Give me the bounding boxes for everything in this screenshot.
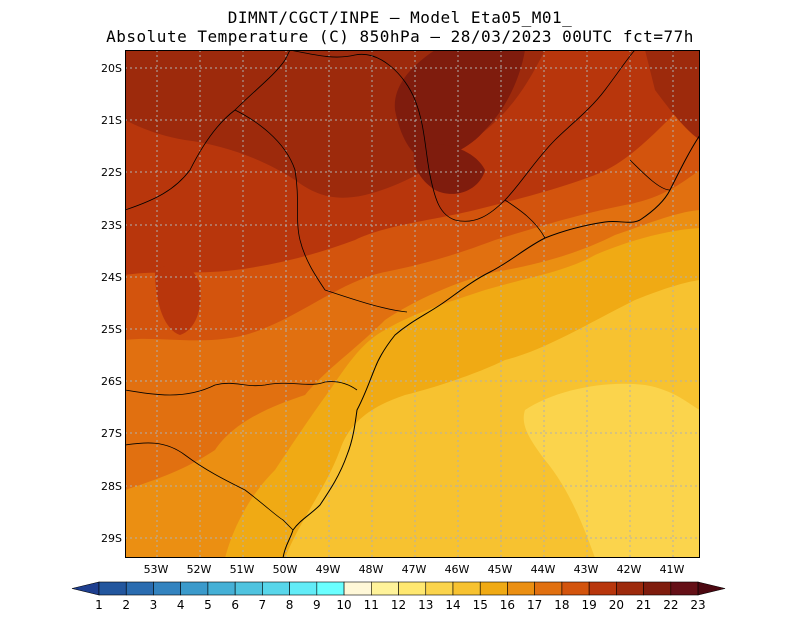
colorbar-label: 17 xyxy=(527,598,543,612)
colorbar-cell xyxy=(616,581,644,596)
colorbar-label: 20 xyxy=(608,598,624,612)
coastline xyxy=(282,134,700,558)
lon-label-46w: 46W xyxy=(444,563,470,576)
colorbar-cell xyxy=(125,581,154,596)
lon-label-42w: 42W xyxy=(616,563,642,576)
colorbar-cell xyxy=(316,581,345,596)
lon-label-52w: 52W xyxy=(186,563,212,576)
colorbar-cell xyxy=(289,581,318,596)
colorbar-label: 16 xyxy=(499,598,516,612)
colorbar-label: 2 xyxy=(122,598,131,612)
colorbar-cell xyxy=(343,581,372,596)
state-borders xyxy=(125,50,671,531)
lon-label-43w: 43W xyxy=(573,563,599,576)
colorbar-label: 12 xyxy=(390,598,407,612)
colorbar-label: 5 xyxy=(204,598,212,612)
colorbar-cell xyxy=(670,581,699,596)
colorbar-cell xyxy=(452,581,481,596)
lon-label-49w: 49W xyxy=(315,563,341,576)
lat-label-24s: 24S xyxy=(101,271,122,284)
colorbar-cell xyxy=(153,581,181,596)
chart-title-line1: DIMNT/CGCT/INPE – Model Eta05_M01_ xyxy=(227,8,573,27)
colorbar-cell xyxy=(180,581,209,596)
colorbar-label: 15 xyxy=(472,598,488,612)
lon-label-51w: 51W xyxy=(229,563,255,576)
colorbar-label: 6 xyxy=(231,598,239,612)
lat-label-25s: 25S xyxy=(101,323,122,336)
colorbar-label: 18 xyxy=(554,598,570,612)
colorbar xyxy=(71,581,726,596)
colorbar-arrow-right xyxy=(697,581,726,596)
colorbar-label: 13 xyxy=(418,598,434,612)
lon-label-47w: 47W xyxy=(401,563,427,576)
colorbar-arrow-left xyxy=(71,581,100,596)
lon-label-50w: 50W xyxy=(272,563,298,576)
colorbar-label: 9 xyxy=(313,598,321,612)
lat-label-23s: 23S xyxy=(101,219,122,232)
lat-label-28s: 28S xyxy=(101,480,122,493)
colorbar-cell xyxy=(425,581,454,596)
temperature-map xyxy=(125,50,700,558)
field-zone-20-west xyxy=(155,265,201,335)
colorbar-label: 19 xyxy=(581,598,597,612)
lon-label-53w: 53W xyxy=(143,563,169,576)
colorbar-label: 1 xyxy=(95,598,103,612)
colorbar-cell xyxy=(98,581,127,596)
colorbar-cell xyxy=(234,581,263,596)
colorbar-label: 22 xyxy=(663,598,679,612)
colorbar-cell xyxy=(561,581,590,596)
lat-label-26s: 26S xyxy=(101,375,122,388)
colorbar-label: 11 xyxy=(363,598,379,612)
colorbar-cell xyxy=(507,581,535,596)
colorbar-cell xyxy=(262,581,290,596)
field-zone-22 xyxy=(394,50,525,160)
chart-title-line2: Absolute Temperature (C) 850hPa – 28/03/… xyxy=(106,27,694,46)
map-frame xyxy=(125,50,700,558)
lon-label-48w: 48W xyxy=(358,563,384,576)
lat-label-29s: 29S xyxy=(101,532,122,545)
lat-label-20s: 20S xyxy=(101,62,122,75)
graticule xyxy=(125,50,700,558)
colorbar-label: 23 xyxy=(690,598,706,612)
lat-label-22s: 22S xyxy=(101,166,122,179)
colorbar-cell xyxy=(588,581,617,596)
colorbar-label: 21 xyxy=(635,598,652,612)
colorbar-label: 10 xyxy=(336,598,352,612)
colorbar-label: 8 xyxy=(285,598,294,612)
colorbar-label: 4 xyxy=(176,598,185,612)
colorbar-label: 7 xyxy=(258,598,267,612)
colorbar-cell xyxy=(398,581,427,596)
colorbar-cell xyxy=(370,581,399,596)
colorbar-label: 3 xyxy=(149,598,158,612)
lon-label-44w: 44W xyxy=(530,563,556,576)
field-zone-14 xyxy=(523,383,700,558)
lon-label-45w: 45W xyxy=(487,563,513,576)
colorbar-cell xyxy=(643,581,672,596)
lon-label-41w: 41W xyxy=(659,563,685,576)
colorbar-label: 14 xyxy=(445,598,461,612)
colorbar-cell xyxy=(207,581,236,596)
lat-label-21s: 21S xyxy=(101,114,122,127)
lat-label-27s: 27S xyxy=(101,427,122,440)
colorbar-cell xyxy=(534,581,563,596)
colorbar-cell xyxy=(479,581,508,596)
